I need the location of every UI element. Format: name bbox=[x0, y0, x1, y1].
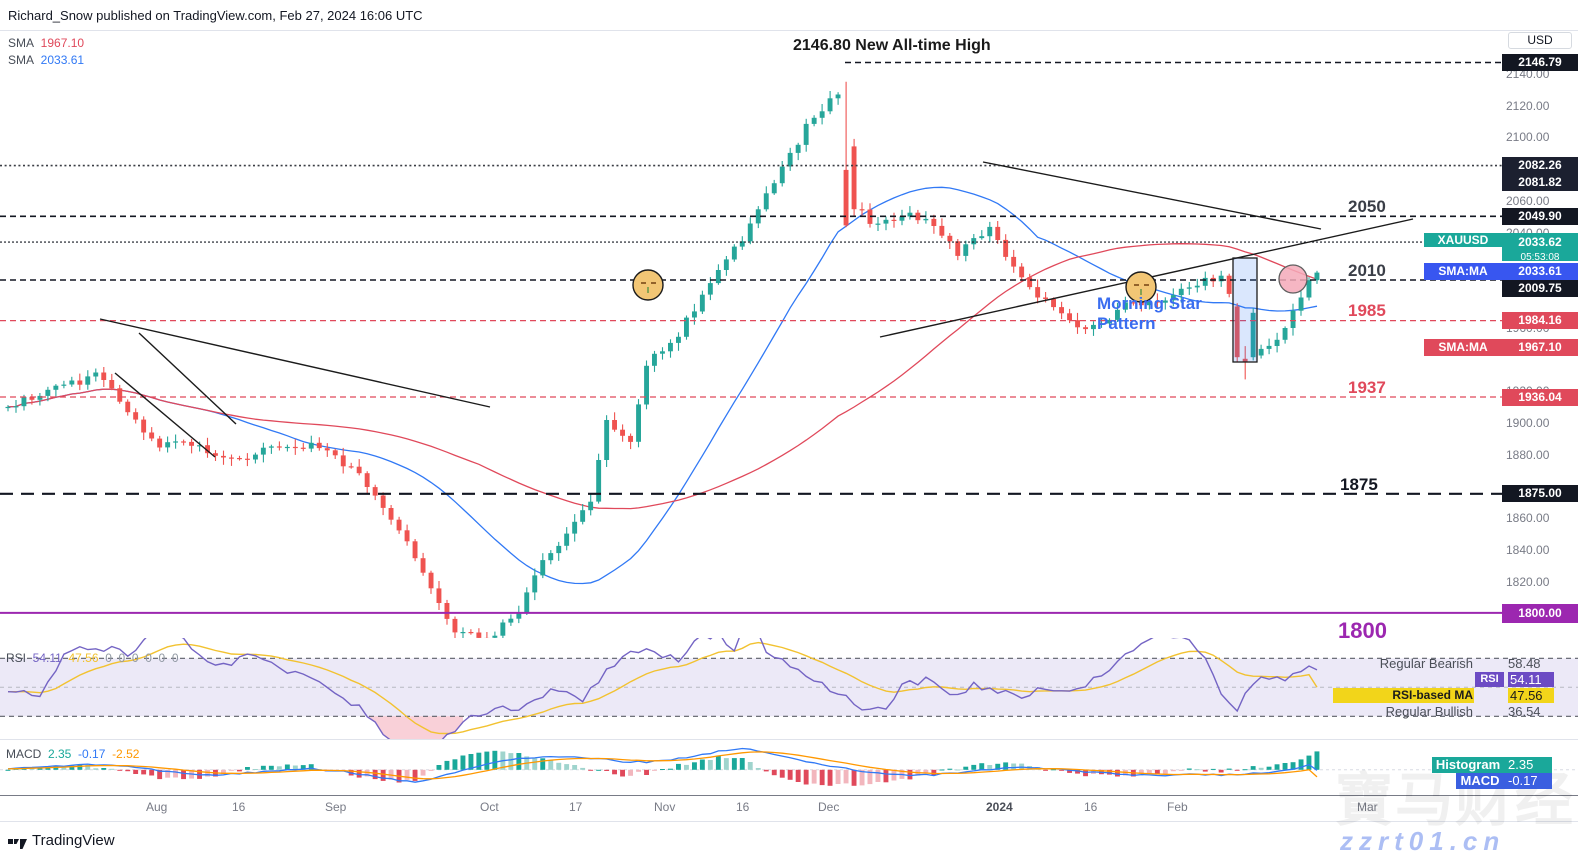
svg-text:1875: 1875 bbox=[1340, 475, 1378, 494]
svg-text:2050: 2050 bbox=[1348, 197, 1386, 216]
svg-text:2146.80 New All-time High: 2146.80 New All-time High bbox=[793, 37, 991, 54]
svg-text:2010: 2010 bbox=[1348, 261, 1386, 280]
svg-text:Pattern: Pattern bbox=[1097, 314, 1156, 333]
svg-text:1985: 1985 bbox=[1348, 301, 1386, 320]
svg-text:1937: 1937 bbox=[1348, 378, 1386, 397]
svg-text:Morning Star: Morning Star bbox=[1097, 294, 1202, 313]
